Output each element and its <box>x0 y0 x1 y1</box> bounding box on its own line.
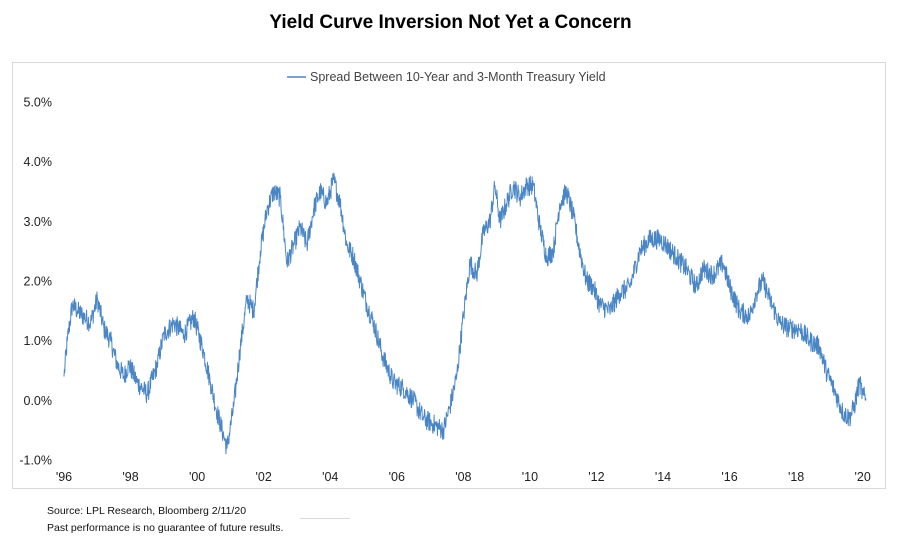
x-tick-label: '18 <box>788 470 804 484</box>
x-tick-label: '16 <box>721 470 737 484</box>
x-axis: '96 '98 '00 '02 '04 '06 '08 '10 '12 '14 '16 '18 '20 <box>56 470 871 484</box>
x-tick-label: '02 <box>256 470 272 484</box>
series-group <box>63 172 867 455</box>
x-tick-label: '06 <box>389 470 405 484</box>
y-tick-label: 2.0% <box>24 275 53 289</box>
y-tick-label: 1.0% <box>24 334 53 348</box>
chart-frame <box>12 62 886 489</box>
x-tick-label: '10 <box>522 470 538 484</box>
y-tick-label: 5.0% <box>24 96 53 110</box>
chart-title: Yield Curve Inversion Not Yet a Concern <box>269 12 632 33</box>
y-tick-label: 4.0% <box>24 155 53 169</box>
x-tick-label: '00 <box>189 470 205 484</box>
source-note: Source: LPL Research, Bloomberg 2/11/20 <box>47 505 247 517</box>
y-tick-label: 0.0% <box>24 394 53 408</box>
y-axis: -1.0% 0.0% 1.0% 2.0% 3.0% 4.0% 5.0% <box>19 96 52 468</box>
x-tick-label: '08 <box>455 470 471 484</box>
x-tick-label: '98 <box>122 470 138 484</box>
x-tick-label: '12 <box>588 470 604 484</box>
series-line <box>63 172 867 455</box>
legend: Spread Between 10-Year and 3-Month Treas… <box>287 70 606 84</box>
legend-label: Spread Between 10-Year and 3-Month Treas… <box>310 70 606 84</box>
x-tick-label: '14 <box>655 470 671 484</box>
x-tick-label: '04 <box>322 470 338 484</box>
x-tick-label: '20 <box>855 470 871 484</box>
x-tick-label: '96 <box>56 470 72 484</box>
footer-divider <box>300 518 350 519</box>
y-tick-label: 3.0% <box>24 215 53 229</box>
disclaimer-note: Past performance is no guarantee of futu… <box>47 522 284 534</box>
y-tick-label: -1.0% <box>19 454 52 468</box>
